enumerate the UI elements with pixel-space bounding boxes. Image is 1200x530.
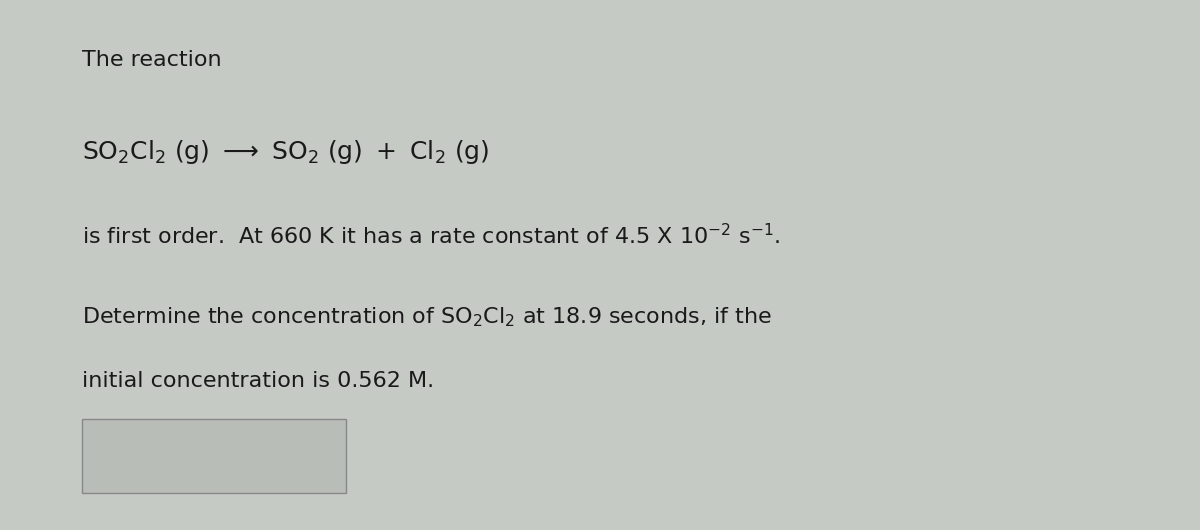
Text: $\mathregular{SO_2Cl_2\ (g)\ \longrightarrow\ SO_2\ (g)\ +\ Cl_2\ (g)}$: $\mathregular{SO_2Cl_2\ (g)\ \longrighta… — [82, 138, 488, 166]
Text: initial concentration is 0.562 M.: initial concentration is 0.562 M. — [82, 371, 433, 391]
Text: Determine the concentration of $\mathregular{SO_2Cl_2}$ at 18.9 seconds, if the: Determine the concentration of $\mathreg… — [82, 305, 772, 329]
Text: is first order.  At 660 K it has a rate constant of 4.5 X $\mathregular{10^{-2}\: is first order. At 660 K it has a rate c… — [82, 223, 780, 248]
Text: The reaction: The reaction — [82, 50, 221, 70]
FancyBboxPatch shape — [82, 419, 346, 493]
